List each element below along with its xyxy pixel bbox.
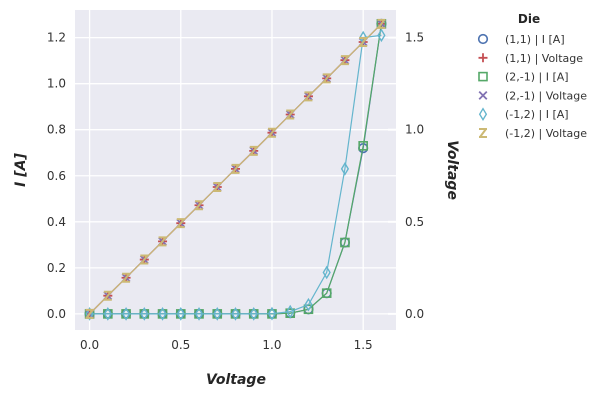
data-point-1-2-i-a xyxy=(213,307,222,321)
data-point-1-2-i-a xyxy=(140,307,149,321)
y-tick-labels: 0.0 0.2 0.4 0.6 0.8 1.0 1.2 xyxy=(47,31,66,321)
x-axis-label: Voltage xyxy=(206,372,266,388)
y-axis-label: I [A] xyxy=(13,153,29,187)
data-point-1-2-voltage xyxy=(359,37,368,47)
right-axis-tick-label: 0.5 xyxy=(405,215,424,229)
x-tick-labels: 0.0 0.5 1.0 1.5 xyxy=(80,338,373,352)
data-point-1-2-voltage xyxy=(231,163,240,174)
data-point-1-2-voltage xyxy=(85,308,94,319)
right-axis-tick-labels: 0.0 0.5 1.0 1.5 xyxy=(405,31,424,321)
y-tick-label: 0.2 xyxy=(47,261,66,275)
data-point-1-2-i-a xyxy=(377,28,386,43)
data-point-2-1-i-a xyxy=(321,288,332,298)
data-point-1-2-voltage xyxy=(140,254,149,265)
data-point-1-2-voltage xyxy=(103,290,112,301)
data-point-1-2-i-a xyxy=(249,307,258,321)
legend-entry-label: (-1,2) | I [A] xyxy=(505,108,569,121)
data-point-1-2-i-a xyxy=(121,307,131,321)
data-point-1-2-voltage xyxy=(213,182,222,193)
data-point-1-2-i-a xyxy=(340,161,350,176)
legend-entry-label: (1,1) | Voltage xyxy=(505,52,583,65)
grid-lines xyxy=(75,10,396,330)
legend-marker-1-1-i-a xyxy=(477,33,489,45)
legend-marker-1-2-i-a xyxy=(478,107,488,122)
y-tick-label: 1.2 xyxy=(47,31,66,45)
legend-items: (1,1) | I [A] (1,1) | Voltage (2,-1) | I [… xyxy=(477,33,587,140)
x-tick-label: 1.5 xyxy=(354,338,373,352)
legend-marker-2-1-voltage xyxy=(478,90,488,100)
y-tick-label: 0.6 xyxy=(47,169,66,183)
data-point-2-1-i-a xyxy=(358,141,368,151)
data-point-1-2-i-a xyxy=(103,307,112,321)
x-tick-label: 1.0 xyxy=(262,338,281,352)
right-axis-tick-label: 0.0 xyxy=(405,307,424,321)
data-point-1-2-i-a xyxy=(176,307,185,321)
legend-entry-label: (-1,2) | Voltage xyxy=(505,127,587,140)
data-point-1-2-voltage xyxy=(267,127,276,138)
data-point-1-2-voltage xyxy=(340,55,349,66)
data-point-1-2-i-a xyxy=(267,306,277,321)
y-tick-label: 0.0 xyxy=(47,307,66,321)
data-point-1-2-voltage xyxy=(122,272,131,283)
data-point-1-2-voltage xyxy=(249,145,258,156)
legend-title: Die xyxy=(518,12,540,26)
right-axis-tick-marks xyxy=(388,36,396,315)
data-point-1-2-voltage xyxy=(322,73,331,84)
legend-marker-1-1-voltage xyxy=(478,53,488,63)
data-point-1-2-voltage xyxy=(195,200,204,211)
data-point-1-2-i-a xyxy=(304,297,313,312)
legend-marker-1-2-voltage xyxy=(479,128,487,138)
y-tick-label: 0.8 xyxy=(47,123,66,137)
series-line-1-2-i-a xyxy=(89,34,382,315)
legend-entry-label: (1,1) | I [A] xyxy=(505,33,565,46)
data-point-1-2-voltage xyxy=(286,109,295,120)
data-point-1-2-i-a xyxy=(286,304,295,319)
data-point-1-2-i-a xyxy=(322,265,331,280)
right-axis-label: Voltage xyxy=(444,140,460,200)
y-tick-label: 0.4 xyxy=(47,215,66,229)
legend: Die (1,1) | I [A] (1,1) | Voltage (2,-1) |… xyxy=(477,12,587,140)
data-point-1-2-voltage xyxy=(176,218,185,229)
series-layer xyxy=(84,18,387,321)
legend-entry-label: (2,-1) | I [A] xyxy=(505,71,569,84)
data-point-2-1-i-a xyxy=(340,237,350,248)
x-tick-label: 0.5 xyxy=(171,338,190,352)
x-tick-label: 0.0 xyxy=(80,338,99,352)
data-point-1-2-voltage xyxy=(304,91,313,102)
right-axis-tick-label: 1.5 xyxy=(405,31,424,45)
legend-entry-label: (2,-1) | Voltage xyxy=(505,89,587,102)
data-point-1-2-voltage xyxy=(377,18,386,29)
data-point-1-2-i-a xyxy=(194,307,204,321)
y-tick-label: 1.0 xyxy=(47,77,66,91)
legend-marker-2-1-i-a xyxy=(478,71,488,82)
data-point-1-2-i-a xyxy=(158,307,167,321)
right-axis-tick-label: 1.0 xyxy=(405,123,424,137)
data-point-1-2-i-a xyxy=(231,307,240,321)
data-point-1-2-voltage xyxy=(158,236,167,247)
